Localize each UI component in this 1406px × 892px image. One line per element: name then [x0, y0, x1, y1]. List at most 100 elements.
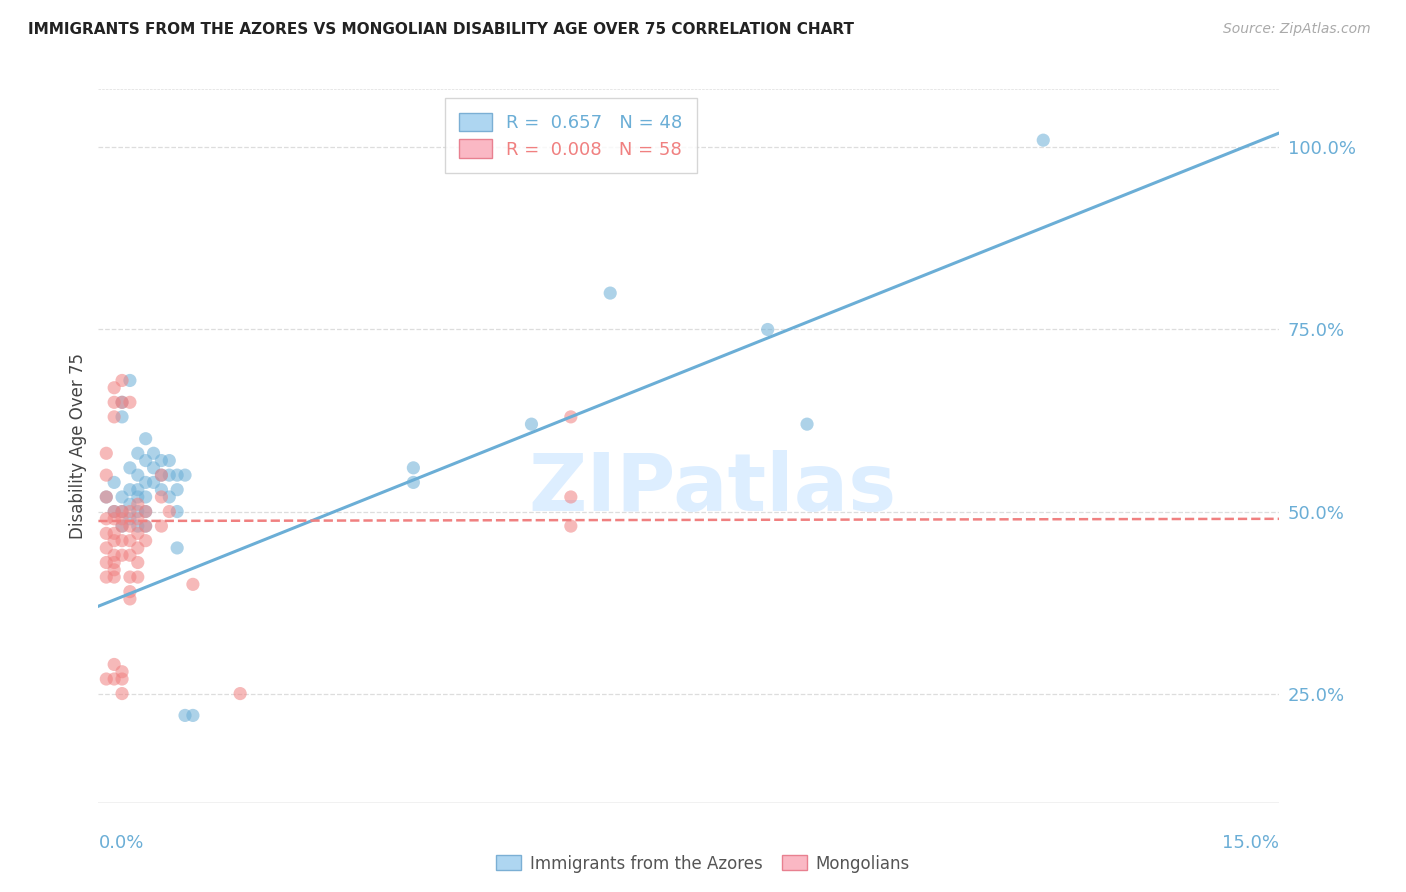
Point	[118, 504, 141, 518]
Point	[111, 490, 134, 504]
Point	[135, 533, 157, 548]
Point	[103, 504, 125, 518]
Point	[96, 490, 118, 504]
Point	[118, 584, 141, 599]
Point	[157, 504, 180, 518]
Point	[103, 533, 125, 548]
Point	[111, 519, 134, 533]
Point	[150, 483, 173, 497]
Point	[520, 417, 543, 432]
Point	[560, 519, 582, 533]
Text: ZIPatlas: ZIPatlas	[529, 450, 897, 528]
Point	[157, 453, 180, 467]
Point	[142, 460, 165, 475]
Point	[96, 672, 118, 686]
Point	[174, 708, 197, 723]
Point	[118, 395, 141, 409]
Point	[150, 468, 173, 483]
Point	[96, 570, 118, 584]
Point	[166, 468, 188, 483]
Point	[111, 548, 134, 562]
Point	[103, 570, 125, 584]
Point	[166, 504, 188, 518]
Point	[135, 504, 157, 518]
Point	[118, 533, 141, 548]
Point	[118, 512, 141, 526]
Point	[127, 497, 149, 511]
Point	[181, 577, 204, 591]
Point	[103, 504, 125, 518]
Point	[103, 657, 125, 672]
Y-axis label: Disability Age Over 75: Disability Age Over 75	[69, 353, 87, 539]
Point	[127, 570, 149, 584]
Point	[96, 490, 118, 504]
Point	[150, 453, 173, 467]
Text: 15.0%: 15.0%	[1222, 834, 1279, 852]
Point	[127, 483, 149, 497]
Point	[118, 460, 141, 475]
Point	[111, 504, 134, 518]
Point	[127, 446, 149, 460]
Point	[150, 468, 173, 483]
Point	[166, 541, 188, 555]
Point	[599, 286, 621, 301]
Point	[127, 504, 149, 518]
Point	[150, 490, 173, 504]
Point	[118, 548, 141, 562]
Point	[103, 475, 125, 490]
Point	[174, 468, 197, 483]
Text: Source: ZipAtlas.com: Source: ZipAtlas.com	[1223, 22, 1371, 37]
Point	[111, 687, 134, 701]
Point	[103, 672, 125, 686]
Text: IMMIGRANTS FROM THE AZORES VS MONGOLIAN DISABILITY AGE OVER 75 CORRELATION CHART: IMMIGRANTS FROM THE AZORES VS MONGOLIAN …	[28, 22, 853, 37]
Point	[796, 417, 818, 432]
Point	[142, 446, 165, 460]
Point	[103, 548, 125, 562]
Point	[135, 519, 157, 533]
Point	[111, 395, 134, 409]
Point	[103, 556, 125, 570]
Point	[402, 460, 425, 475]
Point	[135, 504, 157, 518]
Point	[135, 475, 157, 490]
Point	[402, 475, 425, 490]
Point	[111, 533, 134, 548]
Point	[181, 708, 204, 723]
Point	[560, 409, 582, 424]
Point	[118, 497, 141, 511]
Point	[127, 541, 149, 555]
Point	[118, 374, 141, 388]
Text: 0.0%: 0.0%	[98, 834, 143, 852]
Point	[135, 453, 157, 467]
Point	[103, 526, 125, 541]
Point	[103, 381, 125, 395]
Point	[96, 446, 118, 460]
Point	[756, 322, 779, 336]
Point	[135, 519, 157, 533]
Point	[127, 519, 149, 533]
Point	[111, 665, 134, 679]
Point	[103, 409, 125, 424]
Point	[127, 556, 149, 570]
Point	[111, 519, 134, 533]
Point	[111, 672, 134, 686]
Point	[118, 519, 141, 533]
Point	[127, 468, 149, 483]
Legend: Immigrants from the Azores, Mongolians: Immigrants from the Azores, Mongolians	[489, 848, 917, 880]
Point	[135, 432, 157, 446]
Point	[111, 409, 134, 424]
Point	[103, 512, 125, 526]
Point	[103, 563, 125, 577]
Point	[96, 512, 118, 526]
Point	[96, 541, 118, 555]
Point	[111, 512, 134, 526]
Point	[142, 475, 165, 490]
Point	[118, 570, 141, 584]
Point	[127, 512, 149, 526]
Point	[157, 468, 180, 483]
Point	[229, 687, 252, 701]
Point	[96, 468, 118, 483]
Point	[560, 490, 582, 504]
Point	[118, 483, 141, 497]
Point	[96, 556, 118, 570]
